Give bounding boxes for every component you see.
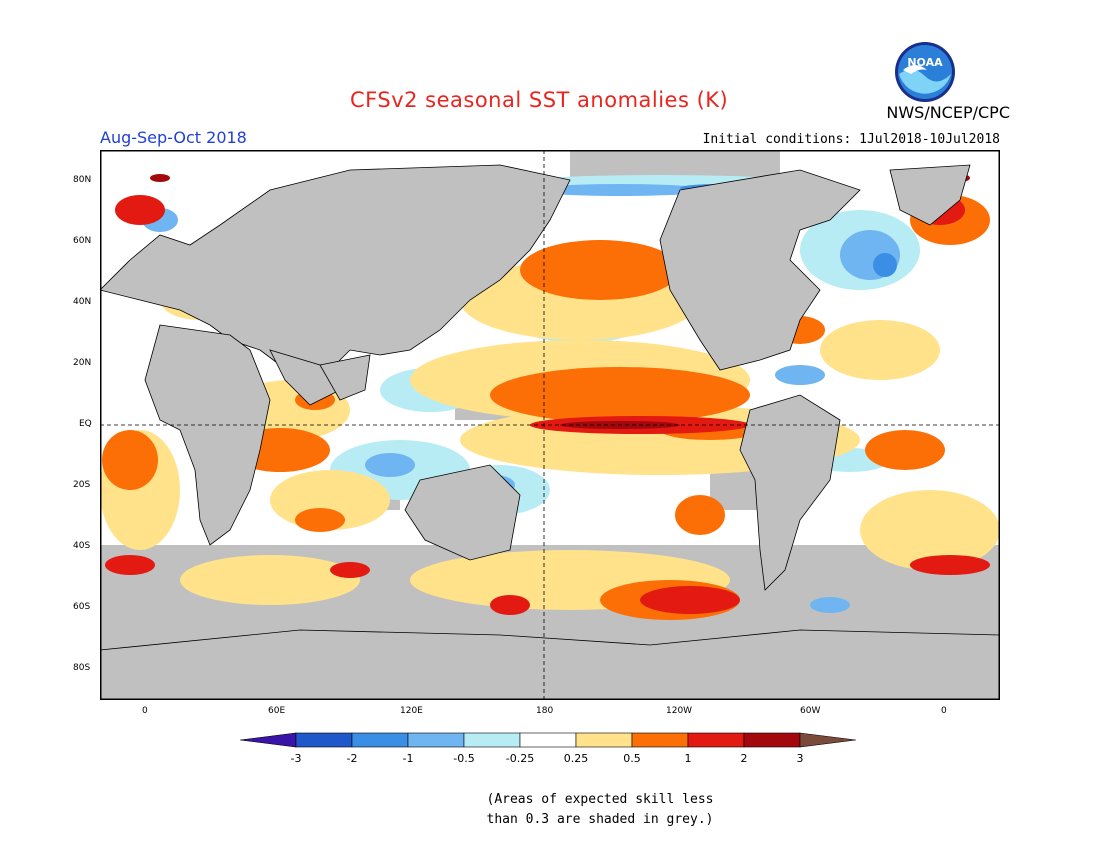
colorbar-swatch — [463, 732, 521, 748]
lat-label: 80S — [73, 663, 91, 673]
lat-label: 20N — [73, 358, 92, 368]
colorbar-swatch — [351, 732, 409, 748]
colorbar-label: 2 — [740, 752, 748, 765]
lon-label: 0 — [941, 706, 947, 716]
map-frame — [100, 150, 1000, 700]
lon-label: 180 — [536, 706, 554, 716]
lat-label: 60S — [73, 602, 91, 612]
colorbar-swatch — [519, 732, 577, 748]
colorbar-swatch — [743, 732, 801, 748]
season-label: Aug-Sep-Oct 2018 — [100, 128, 247, 147]
colorbar-label: 3 — [796, 752, 804, 765]
colorbar-swatch — [240, 732, 297, 748]
colorbar-label: -2 — [346, 752, 358, 765]
lat-label: EQ — [79, 419, 92, 429]
colorbar-label: -3 — [290, 752, 302, 765]
lon-label: 60E — [268, 706, 286, 716]
colorbar — [240, 732, 857, 748]
lon-label: 60W — [800, 706, 821, 716]
lat-label: 80N — [73, 175, 92, 185]
organization-label: NWS/NCEP/CPC — [886, 103, 1010, 122]
land-masses — [100, 164, 1000, 700]
footnote-line1: (Areas of expected skill less — [486, 792, 714, 807]
colorbar-label: 0.5 — [623, 752, 641, 765]
map-title: CFSv2 seasonal SST anomalies (K) — [350, 88, 729, 112]
colorbar-label: -0.5 — [453, 752, 475, 765]
colorbar-label: -0.25 — [505, 752, 535, 765]
colorbar-swatches — [240, 732, 857, 748]
lat-label: 40S — [73, 541, 91, 551]
footnote-line2: than 0.3 are shaded in grey.) — [486, 812, 714, 827]
colorbar-swatch — [295, 732, 353, 748]
lat-label: 40N — [73, 297, 92, 307]
logo-text: NOAA — [907, 56, 943, 69]
colorbar-swatch — [407, 732, 465, 748]
colorbar-label: -1 — [402, 752, 414, 765]
noaa-logo: NOAA — [895, 42, 955, 102]
lon-label: 0 — [142, 706, 148, 716]
sst-anomaly-map — [100, 150, 1000, 700]
initial-conditions-label: Initial conditions: 1Jul2018-10Jul2018 — [702, 132, 1000, 147]
colorbar-swatch — [799, 732, 857, 748]
lat-label: 20S — [73, 480, 91, 490]
lon-label: 120W — [666, 706, 693, 716]
lon-label: 120E — [400, 706, 423, 716]
colorbar-swatch — [631, 732, 689, 748]
colorbar-label: 1 — [684, 752, 692, 765]
colorbar-swatch — [575, 732, 633, 748]
footnote: (Areas of expected skill less than 0.3 a… — [440, 790, 760, 830]
lat-label: 60N — [73, 236, 92, 246]
colorbar-label: 0.25 — [563, 752, 589, 765]
colorbar-swatch — [687, 732, 745, 748]
